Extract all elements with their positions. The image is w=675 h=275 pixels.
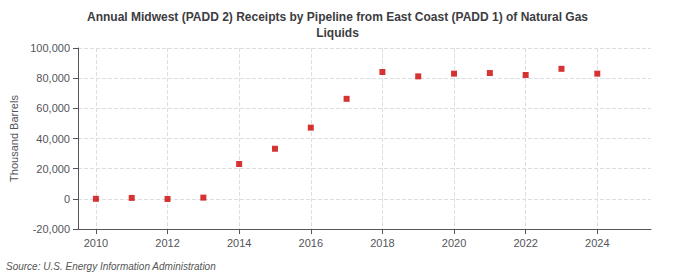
svg-text:60,000: 60,000 <box>36 102 70 114</box>
svg-text:2016: 2016 <box>299 237 323 249</box>
svg-text:Source: U.S. Energy Informatio: Source: U.S. Energy Information Administ… <box>6 261 216 272</box>
svg-text:Liquids: Liquids <box>316 26 359 40</box>
svg-text:2012: 2012 <box>155 237 179 249</box>
svg-text:2024: 2024 <box>585 237 609 249</box>
svg-text:-20,000: -20,000 <box>33 223 70 235</box>
svg-text:Thousand Barrels: Thousand Barrels <box>8 95 20 182</box>
svg-text:2010: 2010 <box>84 237 108 249</box>
svg-text:0: 0 <box>64 193 70 205</box>
svg-text:2018: 2018 <box>370 237 394 249</box>
svg-text:2014: 2014 <box>227 237 251 249</box>
svg-text:20,000: 20,000 <box>36 163 70 175</box>
svg-text:40,000: 40,000 <box>36 133 70 145</box>
svg-text:2020: 2020 <box>442 237 466 249</box>
svg-text:100,000: 100,000 <box>30 42 70 54</box>
svg-text:Annual Midwest (PADD 2) Receip: Annual Midwest (PADD 2) Receipts by Pipe… <box>87 10 588 24</box>
svg-text:2022: 2022 <box>513 237 537 249</box>
svg-text:80,000: 80,000 <box>36 72 70 84</box>
